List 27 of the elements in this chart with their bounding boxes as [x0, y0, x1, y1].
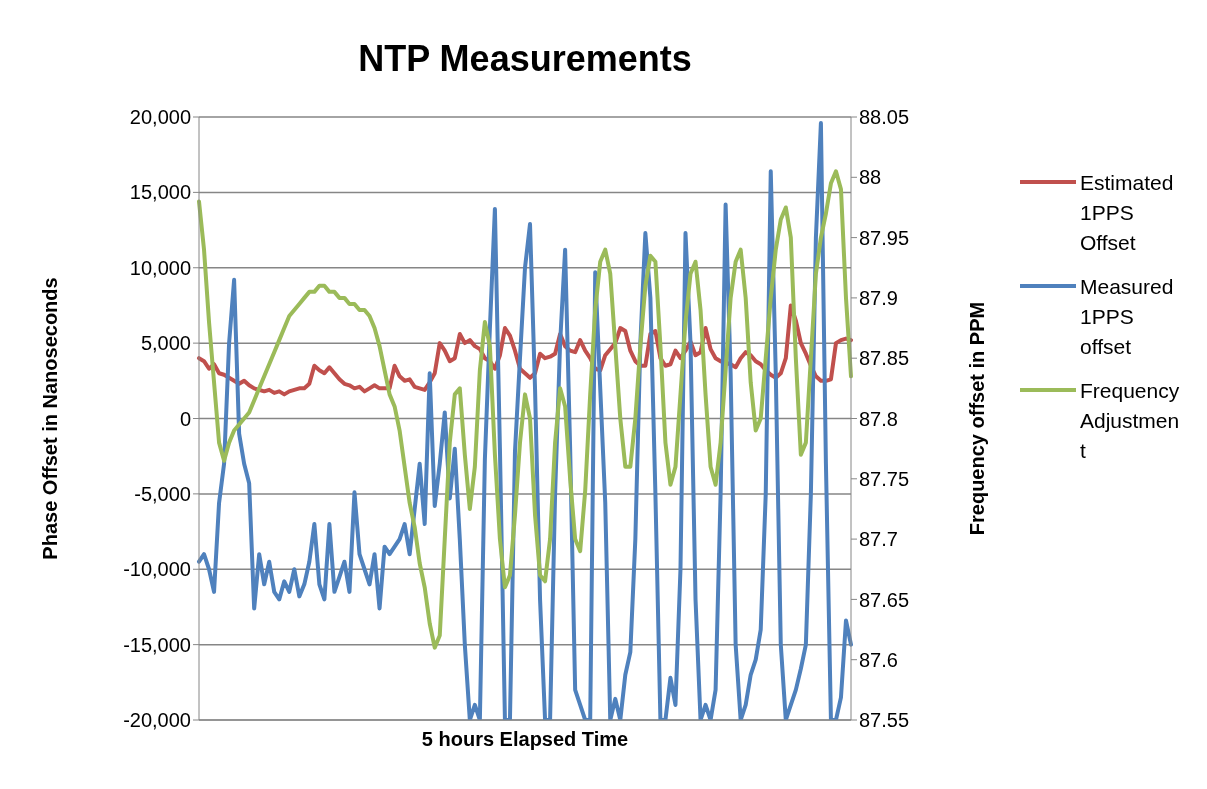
- y2-axis-title: Frequency offset in PPM: [966, 301, 989, 536]
- y-axis-title: Phase Offset in Nanoseconds: [39, 277, 62, 560]
- y2-tick-label: 87.7: [859, 528, 898, 551]
- y2-tick-label: 88.05: [859, 106, 910, 129]
- y2-tick-label: 87.75: [859, 467, 910, 490]
- legend-label: Frequency Adjustment: [1080, 378, 1181, 464]
- y2-tick-label: 87.55: [859, 709, 910, 732]
- y-tick-label: 0: [179, 407, 191, 430]
- y-tick-label: -20,000: [123, 709, 191, 732]
- y-tick-label: 10,000: [129, 256, 191, 279]
- y2-tick-label: 87.95: [859, 226, 910, 249]
- y-tick-label: 20,000: [129, 106, 191, 129]
- y2-tick-label: 87.85: [859, 347, 910, 370]
- y2-tick-label: 88: [859, 166, 882, 189]
- y-tick-label: -10,000: [123, 558, 191, 581]
- y2-tick-label: 87.65: [859, 588, 910, 611]
- legend-label: Measured 1PPS offset: [1080, 274, 1175, 360]
- y-tick-label: 5,000: [140, 332, 191, 355]
- chart-title: NTP Measurements: [357, 38, 693, 80]
- y2-tick-label: 87.8: [859, 407, 898, 430]
- x-axis-title: 5 hours Elapsed Time: [421, 728, 629, 751]
- y-tick-label: -5,000: [134, 482, 191, 505]
- y2-tick-label: 87.9: [859, 287, 898, 309]
- y-tick-label: -15,000: [123, 633, 191, 656]
- legend-label: Estimated 1PPS Offset: [1080, 170, 1175, 256]
- y2-tick-label: 87.6: [859, 648, 898, 671]
- y-tick-label: 15,000: [129, 181, 191, 204]
